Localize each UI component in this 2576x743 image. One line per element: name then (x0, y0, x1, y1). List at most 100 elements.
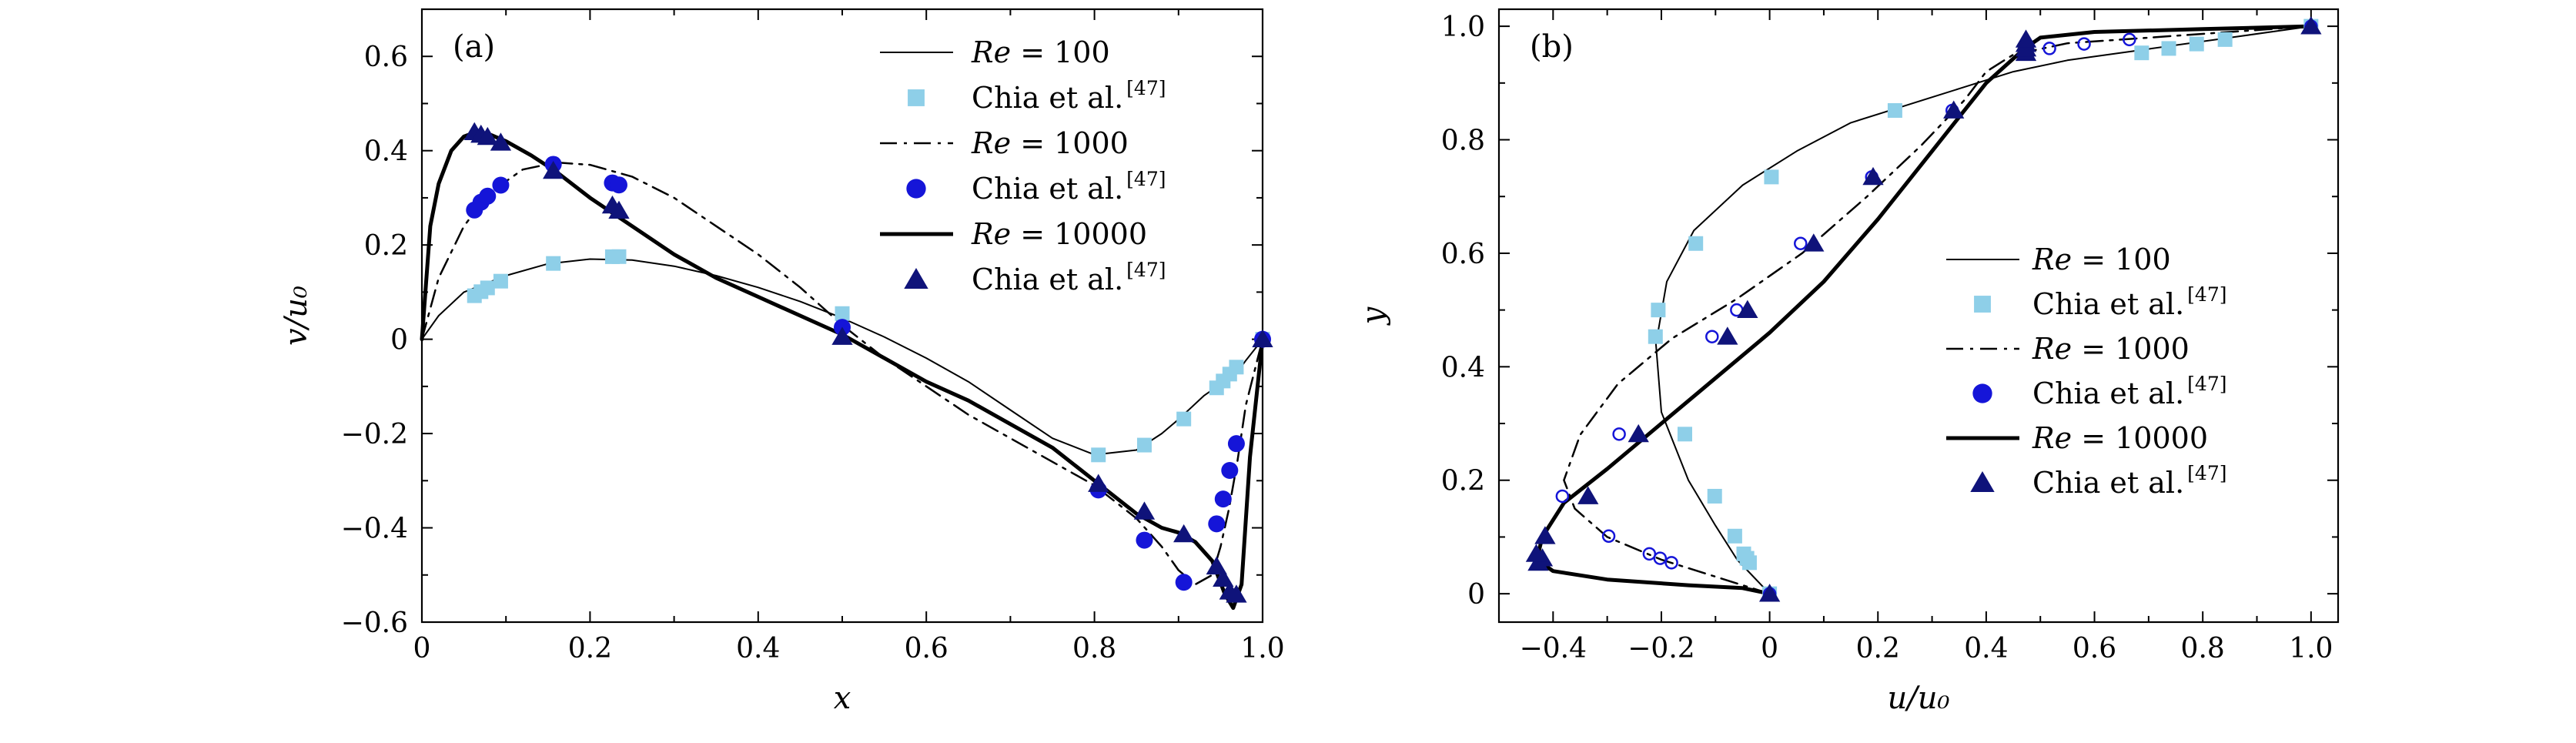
legend-label: Chia et al. [47] (2032, 373, 2227, 410)
plot-frame (1497, 8, 2340, 624)
legend-reference: [47] (2187, 373, 2226, 395)
data-point (1525, 544, 1547, 562)
data-point (835, 306, 850, 321)
data-point (1943, 100, 1965, 119)
legend-symbol (1974, 296, 1991, 313)
marker-series-open-circle (1555, 19, 2318, 601)
legend-reference: [47] (2187, 283, 2226, 306)
legend-symbol (906, 179, 926, 199)
y-tick-label: 0.6 (364, 42, 408, 73)
data-point (1758, 584, 1781, 602)
x-tick-label: 0.8 (1072, 633, 1116, 664)
y-axis-label: y (1356, 306, 1391, 326)
axis-ticks (1498, 9, 2338, 622)
series-line-dashdot (1563, 25, 2313, 595)
marker-series-triangle (1525, 16, 2322, 602)
data-point (610, 176, 627, 194)
x-tick-label: 0.4 (1964, 633, 2008, 664)
y-tick-label: −0.4 (341, 514, 408, 545)
y-tick-label: 0.2 (364, 230, 408, 262)
data-point (493, 273, 508, 289)
legend-marker-triangle (1970, 471, 1995, 492)
data-point (1133, 501, 1156, 520)
series-line-thick (420, 129, 1265, 611)
legend-label: Chia et al. [47] (972, 77, 1166, 115)
x-axis-label: u/u₀ (1887, 681, 1949, 716)
y-tick-label: −0.2 (341, 419, 408, 450)
x-tick-label: −0.2 (1628, 633, 1694, 664)
data-point (831, 326, 853, 345)
data-point (543, 160, 564, 179)
legend-label: Chia et al. [47] (972, 259, 1166, 296)
data-point (2015, 29, 2037, 48)
data-point (2123, 32, 2136, 47)
series-lines (420, 129, 1265, 611)
data-point (1688, 236, 1704, 251)
data-point (1727, 528, 1742, 544)
legend: Re = 100 Chia et al. [47] Re = 1000 Chia et … (1946, 243, 2227, 500)
legend-label-value: = 10000 (1011, 217, 1147, 251)
legend-label: Chia et al. [47] (972, 168, 1166, 206)
legend-label-var: Re (2032, 243, 2072, 276)
legend-label: Re = 100 (2032, 243, 2171, 276)
data-point (1717, 326, 1738, 345)
legend-label-value: = 100 (2072, 243, 2171, 276)
data-point (1214, 490, 1232, 508)
panel-label: (b) (1530, 29, 1574, 65)
legend-label-var: Re (971, 217, 1011, 251)
legend-reference: [47] (2187, 462, 2226, 484)
data-point (1677, 427, 1692, 442)
legend-label-var: Re (2032, 421, 2072, 455)
legend-label: Re = 100 (971, 35, 1110, 69)
x-tick-label: 0.2 (568, 633, 612, 664)
legend-label-value: = 100 (1011, 35, 1110, 69)
legend-symbol (908, 89, 925, 106)
panel-b: −0.4 −0.2 0 0.2 0.4 0.6 0.8 1.0 0 0.2 0.4 0.6 0.8 1.0… (1356, 8, 2340, 716)
x-tick-label: 0.8 (2181, 633, 2225, 664)
legend-label: Re = 1000 (2032, 332, 2190, 366)
series-markers (1525, 16, 2322, 602)
data-point (1707, 488, 1722, 504)
data-point (1651, 303, 1666, 318)
legend-reference: [47] (1126, 259, 1166, 281)
data-point (1221, 462, 1239, 480)
data-point (1213, 568, 1234, 587)
legend-label: Re = 1000 (971, 126, 1129, 160)
legend-label-var: Re (971, 35, 1011, 69)
data-point (1088, 474, 1109, 492)
legend-label-var: Re (971, 126, 1011, 160)
data-point (1642, 547, 1657, 561)
y-tick-label: 0 (390, 325, 408, 356)
marker-series-triangle (463, 122, 1273, 603)
data-point (611, 249, 627, 264)
data-point (1736, 546, 1751, 561)
data-point (490, 132, 512, 151)
legend-label: Chia et al. [47] (2032, 462, 2227, 500)
data-point (1705, 330, 1719, 343)
data-point (1664, 556, 1678, 570)
y-tick-label: 0.4 (1441, 352, 1485, 383)
series-lines (1534, 24, 2313, 596)
legend-label-value: = 10000 (2072, 421, 2208, 455)
data-point (477, 126, 498, 146)
data-point (479, 187, 497, 205)
data-point (1628, 423, 1649, 443)
data-point (1737, 300, 1758, 319)
x-tick-label: 0.6 (905, 633, 948, 664)
series-line-thin (1654, 25, 2312, 595)
legend-reference: [47] (1126, 168, 1166, 190)
data-point (2217, 32, 2233, 47)
data-point (2077, 37, 2091, 51)
data-point (1577, 486, 1599, 504)
legend-label-var: Re (2032, 332, 2072, 366)
panel-a: 0 0.2 0.4 0.6 0.8 1.0 −0.6 −0.4 −0.2 0 0.2 0.4 0.6 x v… (279, 8, 1285, 716)
data-point (1175, 574, 1193, 591)
y-tick-label: −0.6 (341, 607, 408, 639)
data-point (1227, 435, 1245, 453)
data-point (1612, 427, 1626, 441)
legend-label-value: = 1000 (2072, 332, 2190, 366)
data-point (1252, 329, 1273, 348)
data-point (2042, 42, 2056, 55)
data-point (2161, 41, 2176, 56)
